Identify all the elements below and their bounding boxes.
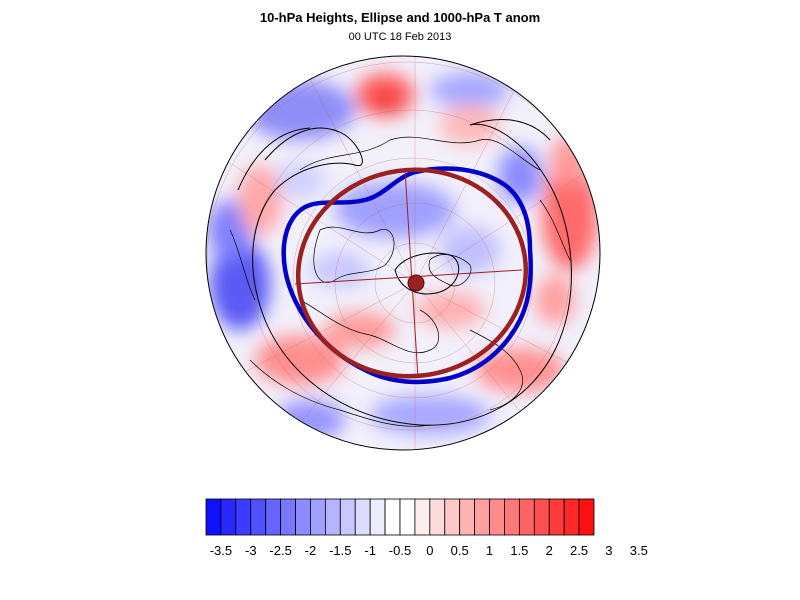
colorbar-swatch [533, 498, 550, 536]
colorbar-swatch [384, 498, 401, 536]
colorbar-tick-label: -1 [364, 543, 376, 558]
ellipse-center-marker [407, 274, 425, 292]
colorbar-swatch [235, 498, 252, 536]
temperature-anomaly-field [208, 72, 598, 440]
colorbar-tick-label: 0.5 [450, 543, 469, 558]
colorbar-swatch [205, 498, 222, 536]
colorbar-swatch [518, 498, 535, 536]
colorbar-tick-label: -2.5 [269, 543, 292, 558]
colorbar-swatch [280, 498, 296, 536]
colorbar-swatch [414, 498, 431, 536]
colorbar-tick-label: 2.5 [570, 543, 589, 558]
ellipse-major-axis [294, 269, 523, 285]
colorbar-tick-label: 0 [426, 543, 434, 558]
colorbar-swatch [265, 498, 282, 536]
colorbar-swatch [339, 498, 356, 536]
colorbar-swatch [504, 498, 520, 536]
colorbar-tick-label: -3 [244, 543, 257, 558]
map-subtitle: 00 UTC 18 Feb 2013 [348, 31, 452, 43]
colorbar-swatch [295, 498, 311, 536]
colorbar-swatch [578, 498, 595, 536]
colorbar-tick-label: 2 [545, 543, 553, 558]
ellipse-minor-axis [404, 169, 419, 379]
globe-outline [205, 55, 601, 451]
colorbar-tick-label: 3.5 [629, 543, 648, 558]
colorbar-swatch [489, 498, 505, 536]
colorbar-swatch [220, 498, 237, 536]
colorbar-swatch [444, 498, 461, 536]
colorbar-swatch [474, 498, 490, 536]
vortex-ellipse [295, 167, 529, 379]
colorbar-swatch [548, 498, 565, 536]
colorbar-swatch [369, 498, 386, 536]
map-title: 10-hPa Heights, Ellipse and 1000-hPa T a… [259, 10, 541, 25]
colorbar-swatch [459, 498, 476, 536]
coastlines [229, 136, 571, 427]
colorbar-swatch [310, 498, 326, 536]
colorbar-tick-label: -3.5 [209, 543, 233, 558]
colorbar-tick-label: 3 [605, 543, 613, 558]
colorbar-tick-label: -1.5 [329, 543, 352, 558]
colorbar-tick-label: -2 [304, 543, 317, 558]
colorbar-swatch [399, 498, 416, 536]
colorbar-swatch [563, 498, 580, 536]
colorbar-swatch [324, 498, 341, 536]
colorbar-tick-label: 1 [485, 543, 494, 558]
colorbar-swatch [354, 498, 371, 536]
height-contour-10hpa [281, 166, 533, 385]
colorbar [205, 498, 595, 536]
colorbar-swatch [429, 498, 446, 536]
colorbar-tick-label: 1.5 [510, 543, 529, 558]
colorbar-swatch [250, 498, 267, 536]
colorbar-tick-label: -0.5 [388, 543, 412, 558]
